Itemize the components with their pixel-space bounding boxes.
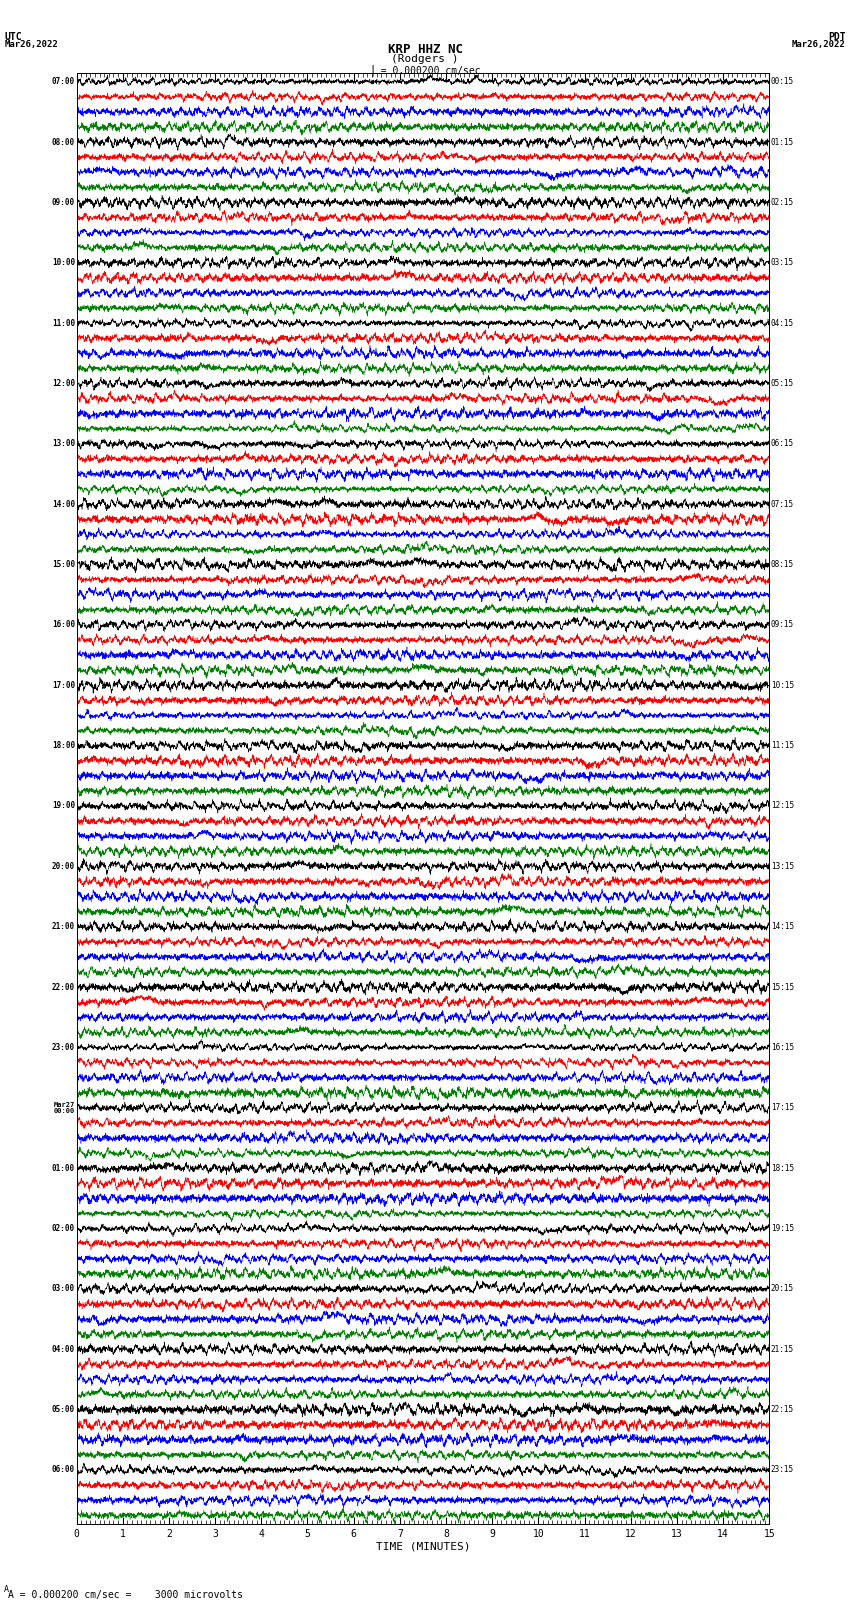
Text: 18:15: 18:15 bbox=[771, 1163, 794, 1173]
Text: 01:15: 01:15 bbox=[771, 137, 794, 147]
Text: (Rodgers ): (Rodgers ) bbox=[391, 53, 459, 65]
Text: 10:00: 10:00 bbox=[52, 258, 75, 268]
Text: 08:15: 08:15 bbox=[771, 560, 794, 569]
Text: 05:00: 05:00 bbox=[52, 1405, 75, 1415]
Text: 04:00: 04:00 bbox=[52, 1345, 75, 1353]
Text: 09:00: 09:00 bbox=[52, 198, 75, 206]
Text: 08:00: 08:00 bbox=[52, 137, 75, 147]
Text: 16:15: 16:15 bbox=[771, 1044, 794, 1052]
Text: 12:15: 12:15 bbox=[771, 802, 794, 810]
Text: 17:15: 17:15 bbox=[771, 1103, 794, 1113]
Text: 17:00: 17:00 bbox=[52, 681, 75, 690]
Text: 06:15: 06:15 bbox=[771, 439, 794, 448]
Text: 09:15: 09:15 bbox=[771, 621, 794, 629]
Text: 23:15: 23:15 bbox=[771, 1466, 794, 1474]
Text: KRP HHZ NC: KRP HHZ NC bbox=[388, 44, 462, 56]
Text: 02:15: 02:15 bbox=[771, 198, 794, 206]
Text: 15:00: 15:00 bbox=[52, 560, 75, 569]
Text: 14:15: 14:15 bbox=[771, 923, 794, 931]
Text: 14:00: 14:00 bbox=[52, 500, 75, 508]
Text: 07:00: 07:00 bbox=[52, 77, 75, 85]
Text: 16:00: 16:00 bbox=[52, 621, 75, 629]
Text: 23:00: 23:00 bbox=[52, 1044, 75, 1052]
Text: ⎥ = 0.000200 cm/sec: ⎥ = 0.000200 cm/sec bbox=[369, 65, 481, 76]
Text: 03:15: 03:15 bbox=[771, 258, 794, 268]
Text: 21:00: 21:00 bbox=[52, 923, 75, 931]
Text: A: A bbox=[4, 1584, 9, 1594]
Text: 18:00: 18:00 bbox=[52, 740, 75, 750]
Text: 19:00: 19:00 bbox=[52, 802, 75, 810]
Text: UTC: UTC bbox=[4, 32, 22, 42]
Text: 15:15: 15:15 bbox=[771, 982, 794, 992]
Text: 13:15: 13:15 bbox=[771, 861, 794, 871]
Text: 02:00: 02:00 bbox=[52, 1224, 75, 1232]
Text: 11:00: 11:00 bbox=[52, 319, 75, 327]
Text: 20:00: 20:00 bbox=[52, 861, 75, 871]
Text: 03:00: 03:00 bbox=[52, 1284, 75, 1294]
X-axis label: TIME (MINUTES): TIME (MINUTES) bbox=[376, 1542, 470, 1552]
Text: 06:00: 06:00 bbox=[52, 1466, 75, 1474]
Text: Mar26,2022: Mar26,2022 bbox=[792, 40, 846, 50]
Text: 13:00: 13:00 bbox=[52, 439, 75, 448]
Text: Mar27
00:00: Mar27 00:00 bbox=[54, 1102, 75, 1113]
Text: PDT: PDT bbox=[828, 32, 846, 42]
Text: 00:15: 00:15 bbox=[771, 77, 794, 85]
Text: 20:15: 20:15 bbox=[771, 1284, 794, 1294]
Text: A = 0.000200 cm/sec =    3000 microvolts: A = 0.000200 cm/sec = 3000 microvolts bbox=[8, 1590, 243, 1600]
Text: Mar26,2022: Mar26,2022 bbox=[4, 40, 58, 50]
Text: 11:15: 11:15 bbox=[771, 740, 794, 750]
Text: 10:15: 10:15 bbox=[771, 681, 794, 690]
Text: 05:15: 05:15 bbox=[771, 379, 794, 389]
Text: 19:15: 19:15 bbox=[771, 1224, 794, 1232]
Text: 22:15: 22:15 bbox=[771, 1405, 794, 1415]
Text: 01:00: 01:00 bbox=[52, 1163, 75, 1173]
Text: 12:00: 12:00 bbox=[52, 379, 75, 389]
Text: 22:00: 22:00 bbox=[52, 982, 75, 992]
Text: 04:15: 04:15 bbox=[771, 319, 794, 327]
Text: 21:15: 21:15 bbox=[771, 1345, 794, 1353]
Text: 07:15: 07:15 bbox=[771, 500, 794, 508]
